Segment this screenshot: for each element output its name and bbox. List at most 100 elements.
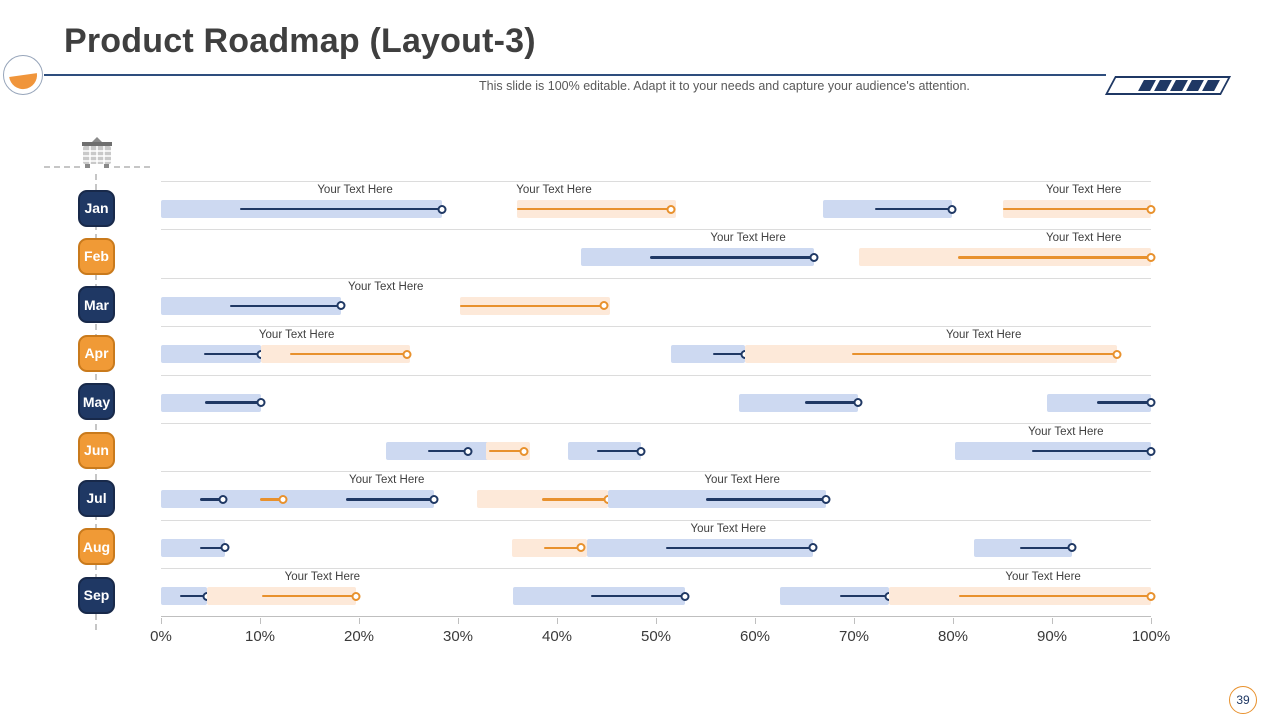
month-badge-feb: Feb — [78, 237, 115, 275]
text-placeholder: Your Text Here — [348, 280, 424, 293]
progress-line — [517, 207, 671, 211]
stripe — [1138, 80, 1156, 91]
axis-tick — [953, 618, 954, 624]
text-placeholder: Your Text Here — [1028, 426, 1104, 438]
month-badge-may: May — [78, 383, 115, 421]
progress-line — [544, 546, 581, 550]
hazard-stripes-icon — [1104, 76, 1232, 95]
axis-tick — [557, 618, 558, 624]
milestone-marker — [809, 252, 819, 262]
progress-line — [1002, 207, 1151, 211]
milestone-marker — [1112, 349, 1122, 359]
month-badge-aug: Aug — [78, 528, 115, 566]
page-number: 39 — [1236, 693, 1250, 707]
progress-line — [199, 498, 224, 501]
axis-tick — [260, 618, 261, 624]
progress-line — [958, 594, 1151, 598]
x-axis: 0% 10% 20% 30% 40% 50% 60% 70% 80% 90% 100% — [150, 618, 1170, 650]
progress-line — [459, 304, 604, 308]
milestone-marker — [666, 204, 676, 214]
milestone-marker — [1146, 204, 1156, 214]
milestone-marker — [437, 204, 447, 214]
milestone-marker — [351, 591, 361, 601]
milestone-marker — [636, 446, 646, 456]
text-placeholder: Your Text Here — [945, 329, 1022, 342]
text-placeholder: Your Text Here — [284, 571, 361, 584]
calendar-icon — [79, 137, 115, 176]
progress-line — [204, 401, 261, 404]
progress-line — [665, 546, 814, 550]
page-number-badge: 39 — [1229, 686, 1257, 714]
chart-row-aug: Your Text Here — [161, 519, 1151, 568]
axis-tick — [1151, 618, 1152, 624]
milestone-marker — [278, 494, 288, 504]
milestone-marker — [402, 349, 412, 359]
axis-tick-label: 80% — [937, 628, 969, 645]
progress-line — [240, 207, 443, 211]
axis-tick-label: 30% — [442, 628, 474, 645]
timeline-dash-right — [114, 166, 150, 168]
month-badge-jul: Jul — [78, 479, 115, 517]
timeline-dash-left — [44, 166, 80, 168]
stripe — [1170, 80, 1188, 91]
axis-tick — [1052, 618, 1053, 624]
axis-tick-label: 100% — [1131, 628, 1171, 645]
progress-line — [203, 352, 261, 356]
milestone-marker — [576, 543, 586, 553]
axis-tick — [656, 618, 657, 624]
milestone-marker — [429, 494, 439, 504]
chart-row-feb: Your Text Here Your Text Here — [161, 229, 1156, 277]
gantt-bar-blue — [161, 538, 226, 557]
progress-line — [488, 449, 525, 453]
progress-line — [542, 498, 609, 501]
stripe — [1186, 80, 1204, 91]
text-placeholder: Your Text Here — [516, 184, 592, 196]
stripe — [1202, 80, 1220, 91]
slide-subtitle: This slide is 100% editable. Adapt it to… — [479, 79, 970, 93]
axis-tick-label: 20% — [343, 628, 375, 645]
gantt-bar-blue — [779, 587, 889, 606]
axis-tick-label: 40% — [541, 628, 573, 645]
header-divider — [44, 74, 1106, 76]
progress-line — [428, 449, 468, 453]
progress-line — [260, 498, 283, 501]
chart-row-jan: Your Text Here Your Text Here Your Text He… — [161, 181, 1156, 229]
progress-line — [1020, 546, 1072, 550]
text-placeholder: Your Text Here — [349, 474, 425, 487]
axis-tick-label: 10% — [244, 628, 276, 645]
month-badge-jun: Jun — [78, 431, 115, 469]
text-placeholder: Your Text Here — [317, 184, 393, 196]
milestone-marker — [1146, 591, 1156, 601]
axis-tick — [854, 618, 855, 624]
progress-line — [261, 594, 357, 598]
progress-line — [289, 352, 407, 356]
chart-row-apr: Your Text Here Your Text Here — [161, 326, 1151, 374]
progress-line — [852, 352, 1118, 356]
progress-line — [1032, 449, 1151, 453]
milestone-marker — [1146, 252, 1156, 262]
chart-row-jun: Your Text Here — [161, 423, 1156, 471]
month-badge-sep: Sep — [78, 576, 115, 614]
milestone-marker — [218, 494, 228, 504]
text-placeholder: Your Text Here — [1005, 571, 1081, 584]
milestone-marker — [336, 301, 346, 311]
progress-line — [346, 498, 435, 501]
text-placeholder: Your Text Here — [690, 522, 766, 535]
text-placeholder: Your Text Here — [710, 232, 786, 245]
text-placeholder: Your Text Here — [1045, 184, 1122, 196]
milestone-marker — [1067, 543, 1077, 553]
milestone-marker — [853, 398, 863, 408]
month-badge-mar: Mar — [78, 286, 115, 324]
logo-icon — [3, 55, 43, 95]
axis-tick-label: 70% — [838, 628, 870, 645]
axis-tick — [458, 618, 459, 624]
month-badge-jan: Jan — [78, 189, 115, 227]
progress-line — [874, 207, 952, 211]
month-badge-apr: Apr — [78, 334, 115, 372]
axis-tick-label: 60% — [739, 628, 771, 645]
gantt-bar-blue — [739, 393, 858, 412]
text-placeholder: Your Text Here — [1045, 232, 1122, 245]
progress-line — [840, 594, 889, 598]
progress-line — [713, 352, 746, 356]
